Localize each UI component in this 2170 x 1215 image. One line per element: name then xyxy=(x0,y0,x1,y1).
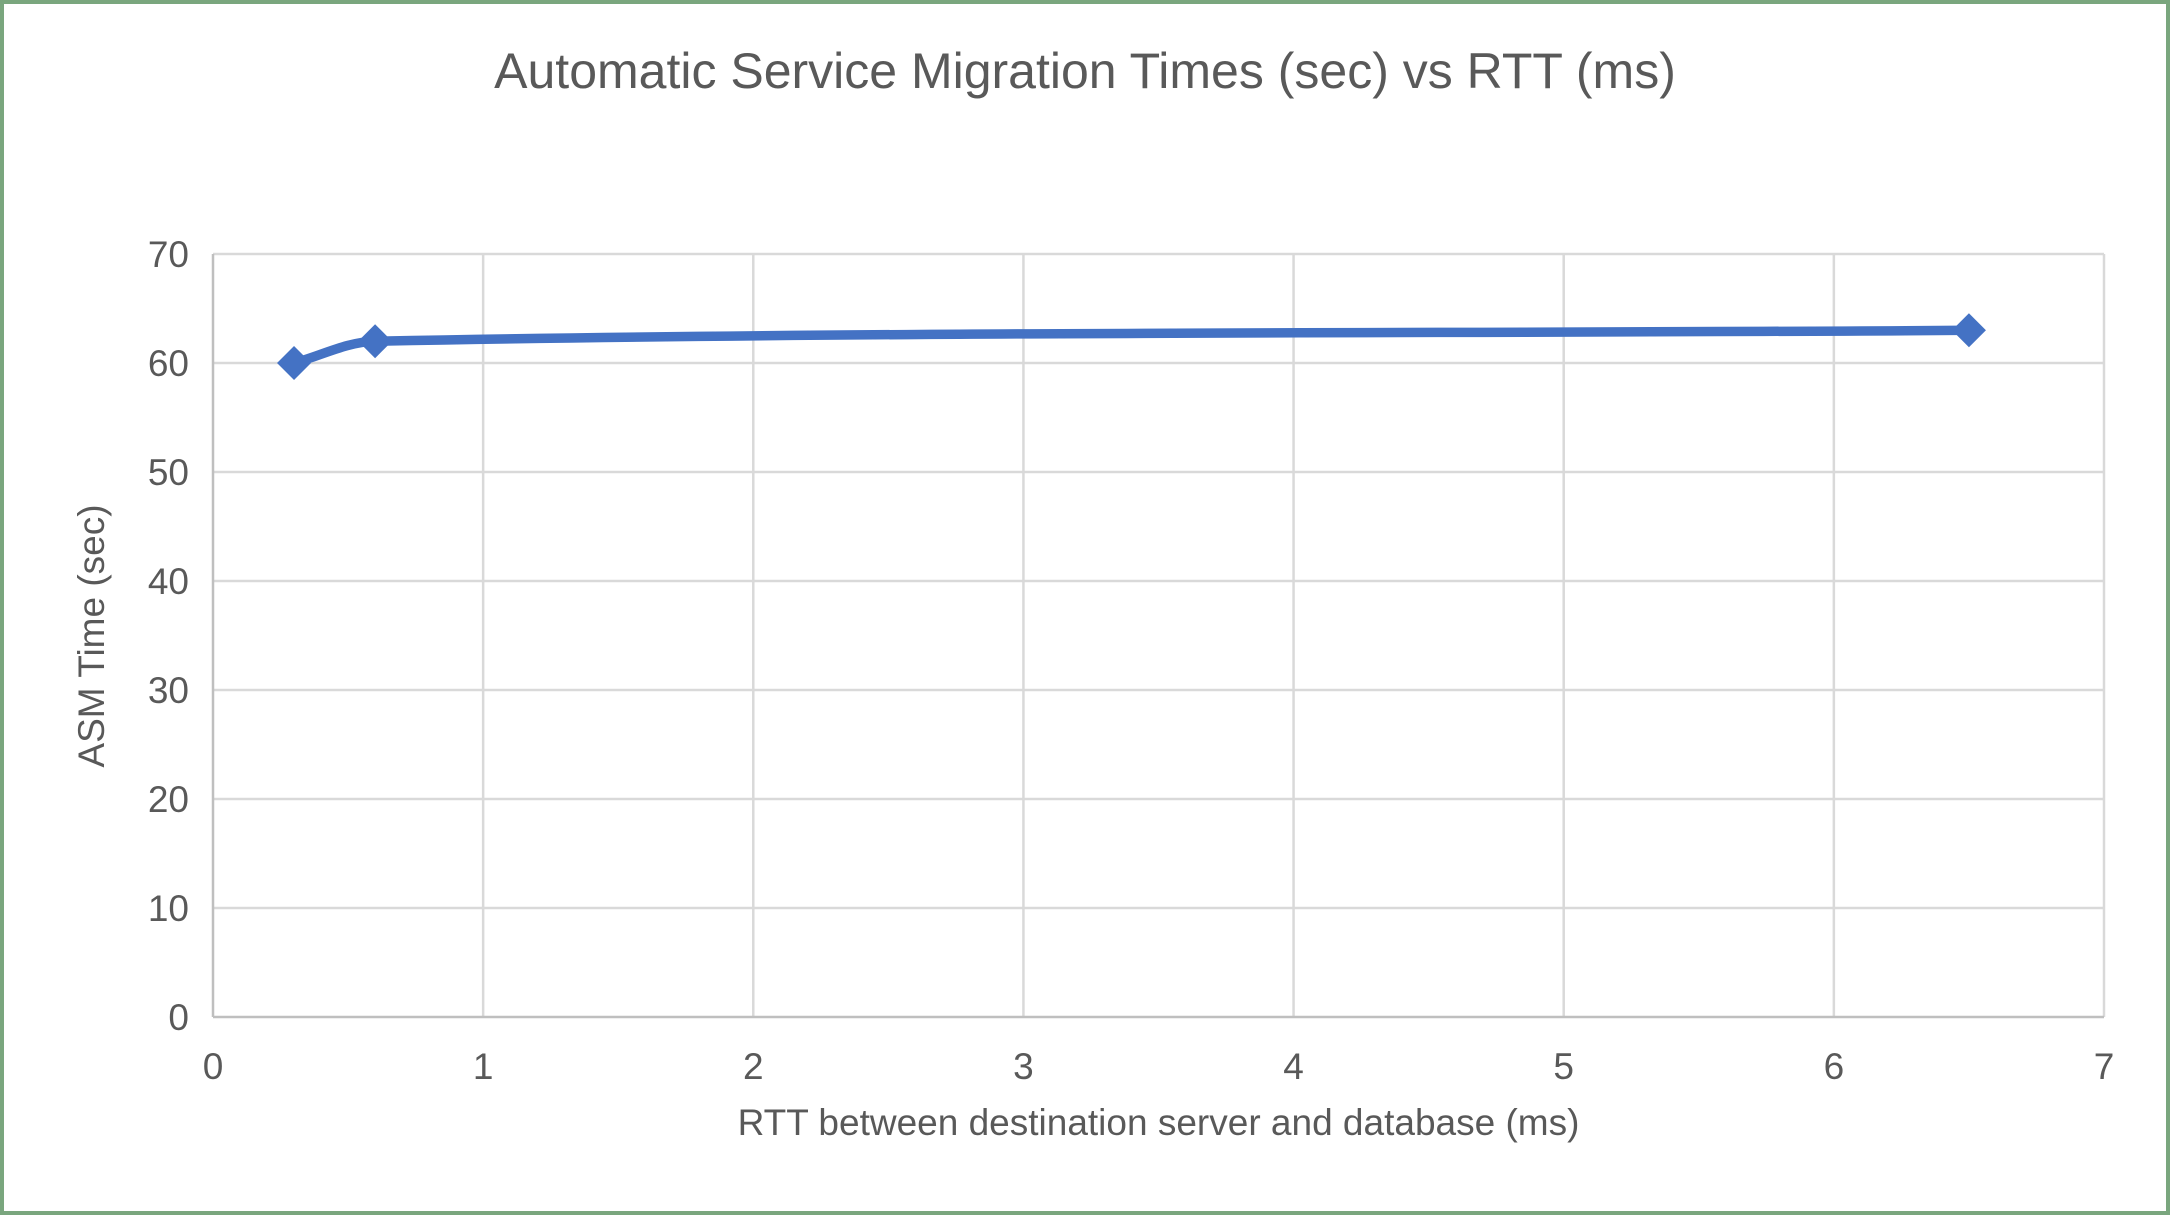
x-tick-label: 4 xyxy=(1283,1046,1304,1087)
y-tick-label: 20 xyxy=(148,779,189,820)
data-point-marker xyxy=(1951,313,1986,348)
x-tick-label: 7 xyxy=(2094,1046,2115,1087)
y-tick-label: 50 xyxy=(148,452,189,493)
y-axis-title: ASM Time (sec) xyxy=(71,504,112,768)
x-tick-label: 6 xyxy=(1824,1046,1845,1087)
x-tick-label: 3 xyxy=(1013,1046,1034,1087)
series-line xyxy=(289,325,1974,368)
plot-area: 0 10 20 30 40 50 60 70 0 1 2 3 4 5 6 7 xyxy=(148,234,2115,1087)
x-tick-label: 2 xyxy=(743,1046,764,1087)
data-point-marker xyxy=(277,346,312,380)
y-tick-label: 40 xyxy=(148,561,189,602)
y-tick-label: 10 xyxy=(148,888,189,929)
x-tick-label: 0 xyxy=(203,1046,224,1087)
x-tick-label: 5 xyxy=(1553,1046,1574,1087)
chart-title: Automatic Service Migration Times (sec) … xyxy=(494,43,1676,99)
y-tick-label: 30 xyxy=(148,670,189,711)
x-tick-label: 1 xyxy=(473,1046,494,1087)
y-tick-label: 0 xyxy=(168,997,189,1038)
y-tick-label: 60 xyxy=(148,343,189,384)
data-point-marker xyxy=(358,324,393,359)
y-tick-label: 70 xyxy=(148,234,189,275)
x-axis-title: RTT between destination server and datab… xyxy=(737,1102,1580,1143)
